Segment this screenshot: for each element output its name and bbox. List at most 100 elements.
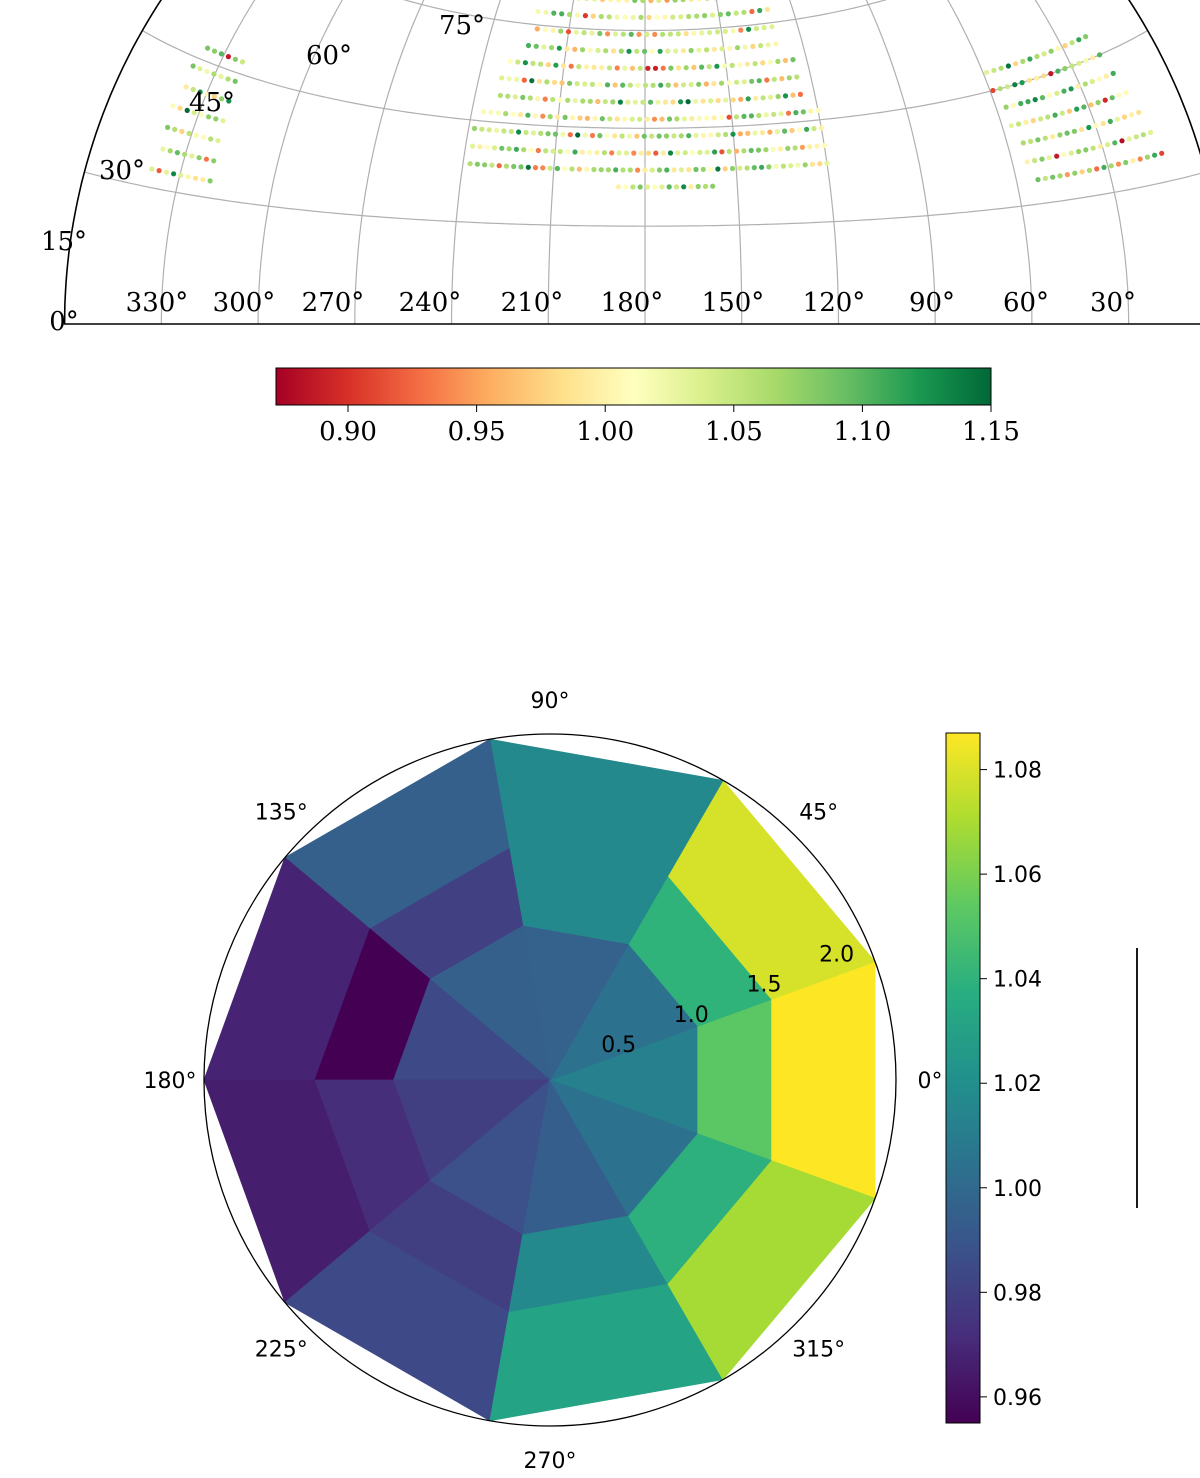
sky-point [627,167,633,173]
sky-point [1103,73,1109,79]
sky-point [1133,134,1139,140]
sky-point [579,47,586,53]
sky-point [631,150,637,156]
ratio-colorbar-tick-label: 1.15 [962,417,1020,447]
sky-point [576,166,582,172]
ra-grid-line [715,0,743,324]
radial-tick-label: 0.5 [601,1033,636,1058]
sky-point [1147,129,1154,136]
sky-point [1030,118,1036,124]
sky-point [622,116,628,122]
sky-point [576,0,581,1]
sky-point [607,116,613,122]
sky-point [652,65,659,71]
sky-point [191,110,197,116]
sky-point [738,96,744,102]
sky-point [727,45,733,51]
sky-point [613,167,619,173]
sky-point [482,162,488,168]
sky-point [565,149,571,155]
sky-point [751,165,757,171]
sky-point [733,10,739,16]
sky-point [678,14,684,20]
sky-point [737,131,744,137]
sky-point [657,48,663,54]
polar-cell [771,961,876,1199]
sky-point [239,59,246,65]
sky-point [505,93,511,99]
sky-point [737,62,743,68]
sky-point [508,128,514,135]
sky-point [796,127,802,133]
sky-point [741,79,747,85]
sky-point [770,146,776,152]
sky-point [637,184,643,190]
sky-point [759,130,766,136]
sky-point [656,133,662,139]
sky-point [808,108,814,114]
sky-point [211,94,217,100]
sky-point [715,97,721,104]
sky-point [764,6,771,13]
sky-point [794,74,800,80]
sky-point [1032,157,1038,164]
sky-point [226,98,232,104]
sky-point [174,150,180,156]
sky-point [595,47,601,54]
sky-point [752,61,758,67]
sky-point [771,76,777,82]
ra-grid-line [789,0,840,325]
sky-point [543,9,549,15]
sky-point [177,105,183,111]
sky-point [649,133,655,139]
sky-point [725,11,731,17]
sky-point [1041,73,1047,79]
sky-point [719,149,725,155]
sky-point [789,127,795,134]
sky-point [689,116,695,122]
sky-point [572,46,578,52]
sky-point [1101,164,1107,170]
sky-point [471,125,478,132]
sky-point [1086,124,1092,131]
sky-point [674,116,680,122]
sky-point [696,0,702,2]
sky-point [652,31,658,37]
sky-point [1059,110,1065,116]
sky-point [991,67,997,73]
sky-point [630,184,636,190]
sky-point [686,13,692,20]
sky-point [597,30,603,37]
ratio-colorbar-gradient [275,367,992,406]
sky-point [1035,137,1041,143]
angle-tick-label: 45° [799,800,838,825]
sky-point [653,150,659,156]
sky-point [545,62,551,68]
sky-point [1076,37,1082,43]
sky-point [576,64,582,70]
sky-point [178,172,184,178]
sky-point [1093,123,1099,129]
sky-point [1039,95,1046,101]
sky-point [182,151,188,157]
sky-point [790,92,796,98]
sky-point [680,82,687,88]
angle-tick-label: 135° [255,800,308,825]
sky-point [723,131,729,138]
angle-tick-labels: 0° 45° 90° 135° 180° 225° 270° 315° [144,689,943,1474]
sky-point [532,165,539,171]
sky-point [741,148,747,154]
sky-point [769,24,775,30]
sky-point [189,153,195,159]
sky-point [582,13,589,19]
ra-tick-label: 330° [126,288,189,318]
sky-point [606,14,612,20]
sky-point [764,77,770,83]
sky-point [494,127,500,133]
sky-point [529,78,535,84]
sky-point [785,110,792,116]
sky-point [749,78,755,84]
sky-point [696,81,702,87]
sky-point [589,30,595,36]
sky-point [1102,97,1108,103]
